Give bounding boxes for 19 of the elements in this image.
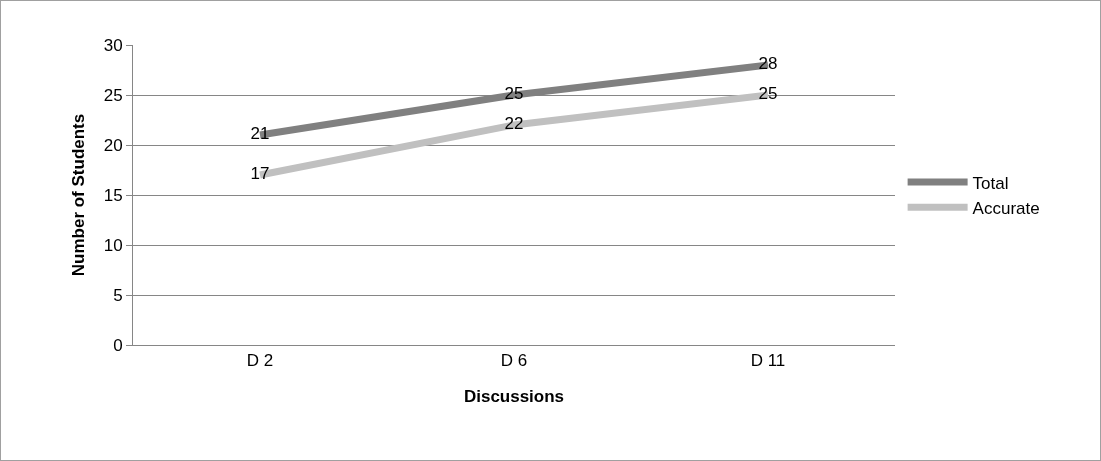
data-label: 17 [250,164,270,184]
y-tick-label: 20 [103,135,123,155]
x-tick-label: D 2 [246,351,274,371]
data-label: 28 [758,54,778,74]
y-tick-label: 10 [103,235,123,255]
y-tick-label: 30 [103,35,123,55]
y-tick-label: 25 [103,85,123,105]
data-label: 25 [758,84,778,104]
x-tick-label: D 11 [750,351,786,371]
y-axis-title: Number of Students [69,113,89,277]
x-axis-title: Discussions [463,386,565,406]
data-label: 22 [504,114,524,134]
x-tick-label: D 6 [500,351,528,371]
y-tick-label: 15 [103,185,123,205]
y-tick-label: 0 [113,335,123,355]
legend-label: Accurate [972,198,1040,218]
data-label: 21 [250,124,270,144]
legend-label: Total [972,173,1009,193]
y-tick-label: 5 [113,285,123,305]
